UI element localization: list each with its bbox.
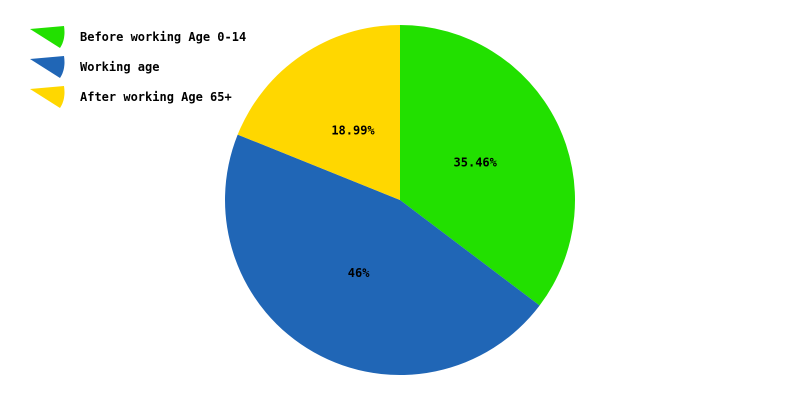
legend-label-1: Before working Age 0-14 [80,30,246,44]
pie-slice-1 [400,25,576,306]
pie-labels: 35.46% 46% 18.99% [331,123,497,280]
slice-label-2: 46% [348,266,370,280]
legend-swatch-2 [30,56,65,78]
slice-label-3: 18.99% [331,123,375,137]
pie-slice-2 [225,134,540,375]
legend-swatch-1 [30,26,65,48]
legend: Before working Age 0-14 Working age After … [30,26,246,108]
slice-label-1: 35.46% [454,156,498,170]
pie-slices [225,25,576,375]
legend-label-2: Working age [80,60,159,74]
legend-label-3: After working Age 65+ [80,90,232,104]
pie-slice-3 [237,25,400,200]
legend-swatch-3 [30,86,65,108]
